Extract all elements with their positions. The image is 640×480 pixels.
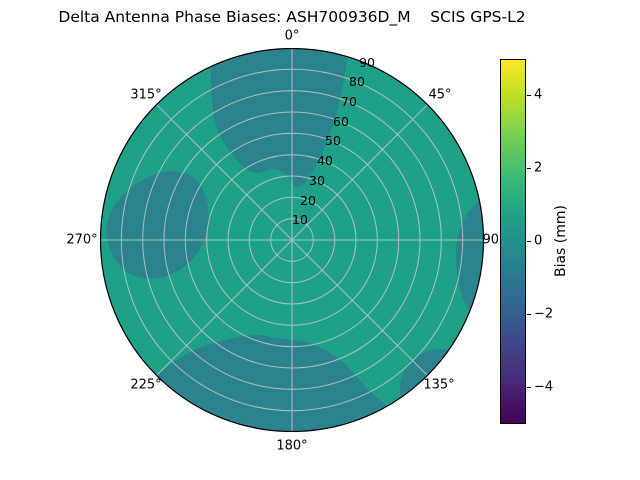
theta-label-0: 0°	[284, 28, 300, 44]
theta-label-135: 135°	[423, 377, 455, 393]
theta-label-270: 270°	[66, 232, 98, 248]
r-label-20: 20	[300, 192, 316, 208]
colorbar-tick-label: 0	[534, 233, 543, 249]
theta-label-90: 90°	[482, 232, 506, 248]
r-label-40: 40	[317, 152, 333, 168]
r-label-60: 60	[333, 113, 349, 129]
r-label-90: 90	[359, 54, 375, 70]
contour-patch-right	[456, 200, 483, 312]
contour-patch-top	[211, 49, 348, 187]
colorbar-tick-mark	[527, 95, 531, 96]
theta-label-225: 225°	[130, 377, 162, 393]
polar-grid	[100, 48, 484, 432]
r-label-80: 80	[349, 73, 365, 89]
colorbar-tick-label: −4	[534, 379, 554, 395]
r-label-10: 10	[292, 211, 308, 227]
theta-label-315: 315°	[130, 87, 162, 103]
theta-label-180: 180°	[276, 438, 308, 454]
contour-low-band-group	[106, 49, 483, 431]
colorbar-tick-mark	[527, 387, 531, 388]
colorbar-tick-mark	[527, 241, 531, 242]
colorbar-tick-label: 4	[534, 87, 543, 103]
colorbar-gradient	[501, 60, 525, 423]
theta-label-45: 45°	[428, 87, 452, 103]
r-label-70: 70	[341, 93, 357, 109]
colorbar	[500, 59, 526, 424]
r-label-50: 50	[325, 132, 341, 148]
colorbar-tick-mark	[527, 168, 531, 169]
colorbar-tick-mark	[527, 314, 531, 315]
colorbar-tick-label: −2	[534, 306, 554, 322]
contour-patch-left	[106, 171, 209, 279]
chart-title: Delta Antenna Phase Biases: ASH700936D_M…	[58, 8, 526, 26]
polar-plot	[100, 48, 484, 432]
polar-outline	[100, 48, 484, 432]
grid-spoke	[155, 103, 429, 377]
contour-patch-bottom	[156, 335, 388, 431]
colorbar-axis-label: Bias (mm)	[553, 204, 569, 278]
colorbar-tick-label: 2	[534, 160, 543, 176]
r-label-30: 30	[309, 172, 325, 188]
